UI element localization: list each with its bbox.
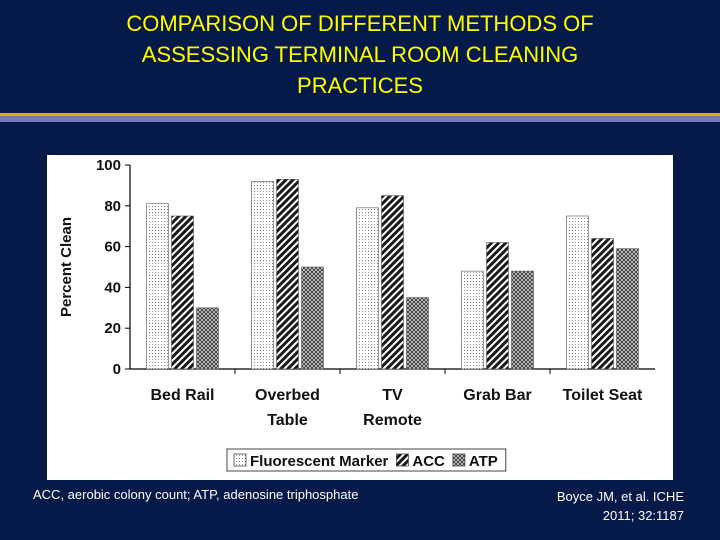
bar <box>276 178 299 370</box>
legend-entry-label: ACC <box>412 453 445 470</box>
title-rule-purple <box>0 116 720 122</box>
y-tick-label: 0 <box>113 361 121 378</box>
x-tick-label: Grab Bar <box>463 387 531 404</box>
y-tick-label: 100 <box>96 157 121 174</box>
x-tick-label: Overbed <box>255 387 320 404</box>
bar <box>591 238 614 370</box>
bar <box>356 207 379 370</box>
legend-entry-label: Fluorescent Marker <box>250 453 389 470</box>
y-tick-label: 40 <box>104 279 121 296</box>
bar <box>486 242 509 370</box>
bar <box>146 203 169 370</box>
abbreviation-footnote: ACC, aerobic colony count; ATP, adenosin… <box>33 487 359 502</box>
x-tick-label: Remote <box>363 412 422 429</box>
bar <box>461 270 484 370</box>
bar <box>301 266 324 370</box>
bar <box>251 181 274 370</box>
y-tick-label: 80 <box>104 198 121 215</box>
bar-chart: 0 20 40 60 80 100 Percent Clean Bed Rail Overbe… <box>58 157 655 472</box>
legend-entry-label: ATP <box>469 453 498 470</box>
bar <box>381 195 404 370</box>
x-tick-label: Bed Rail <box>150 387 214 404</box>
slide-title: COMPARISON OF DIFFERENT METHODS OF ASSES… <box>126 11 594 98</box>
y-tick-label: 60 <box>104 239 121 256</box>
bar <box>196 307 219 370</box>
chart-panel: 0 20 40 60 80 100 Percent Clean Bed Rail Overbe… <box>47 155 673 480</box>
y-tick-label: 20 <box>104 320 121 337</box>
bar <box>406 297 429 370</box>
bar <box>171 215 194 370</box>
bar <box>566 215 589 370</box>
legend-box <box>226 448 507 472</box>
title-rule-gold <box>0 113 720 116</box>
y-axis-label: Percent Clean <box>58 217 75 317</box>
citation: Boyce JM, et al. ICHE 2011; 32:1187 <box>556 489 684 523</box>
bar <box>616 248 639 370</box>
legend-swatch <box>452 453 466 467</box>
legend-swatch <box>395 453 409 467</box>
legend-swatch <box>233 453 247 467</box>
x-tick-label: Toilet Seat <box>563 387 643 404</box>
bar <box>511 270 534 370</box>
x-tick-label: TV <box>382 387 403 404</box>
x-tick-label: Table <box>267 412 308 429</box>
